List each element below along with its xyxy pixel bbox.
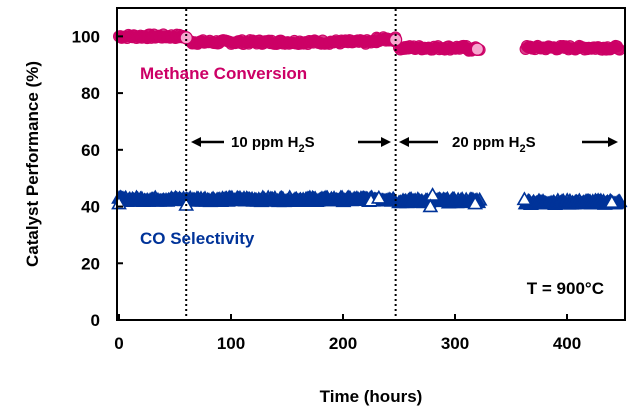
x-tick-label: 100 xyxy=(217,334,245,353)
plot-frame xyxy=(116,7,626,321)
co-selectivity-point xyxy=(370,189,387,204)
co-selectivity-point xyxy=(422,198,439,213)
annotation-10ppm-prefix: 10 ppm H xyxy=(231,134,299,151)
annotation-20ppm-prefix: 20 ppm H xyxy=(452,134,520,151)
annotation-20ppm-text: 20 ppm H2S xyxy=(452,134,536,155)
methane-conversion-point xyxy=(179,31,193,45)
co-selectivity-label: CO Selectivity xyxy=(140,229,255,248)
co-selectivity-point xyxy=(467,195,484,210)
y-tick-label: 100 xyxy=(72,27,100,46)
series-layer xyxy=(111,28,628,213)
temperature-note: T = 900°C xyxy=(527,279,604,298)
annotation-10ppm-sub: 2 xyxy=(299,143,305,155)
y-axis-title: Catalyst Performance (%) xyxy=(23,61,42,267)
annotation-10ppm-text: 10 ppm H2S xyxy=(231,134,315,155)
ticks-layer: 0 100 200 300 400 0 20 40 60 80 100 xyxy=(72,27,582,353)
annotation-20ppm-h2s: 20 ppm H2S xyxy=(399,134,618,155)
x-axis-title: Time (hours) xyxy=(320,387,423,406)
annotation-10ppm-h2s: 10 ppm H2S xyxy=(191,134,391,155)
annotation-20ppm-suffix: S xyxy=(526,134,536,151)
y-tick-label: 60 xyxy=(81,141,100,160)
annotation-20ppm-sub: 2 xyxy=(520,143,526,155)
x-tick-label: 0 xyxy=(114,334,123,353)
y-tick-label: 20 xyxy=(81,254,100,273)
co-selectivity-point xyxy=(603,194,620,208)
arrow-right-head xyxy=(608,137,618,147)
methane-conversion-point xyxy=(613,43,626,56)
x-tick-label: 300 xyxy=(441,334,469,353)
x-tick-label: 400 xyxy=(553,334,581,353)
methane-conversion-label: Methane Conversion xyxy=(140,64,307,83)
x-tick-label: 200 xyxy=(329,334,357,353)
methane-conversion-point xyxy=(470,42,484,56)
y-tick-label: 80 xyxy=(81,84,100,103)
y-tick-label: 40 xyxy=(81,198,100,217)
y-tick-label: 0 xyxy=(91,311,100,330)
annotation-10ppm-suffix: S xyxy=(305,134,315,151)
arrow-left-head xyxy=(191,137,201,147)
arrow-right-head xyxy=(381,137,391,147)
co-selectivity-point xyxy=(516,191,533,206)
co-selectivity-point xyxy=(424,187,441,201)
arrow-left-head xyxy=(399,137,409,147)
